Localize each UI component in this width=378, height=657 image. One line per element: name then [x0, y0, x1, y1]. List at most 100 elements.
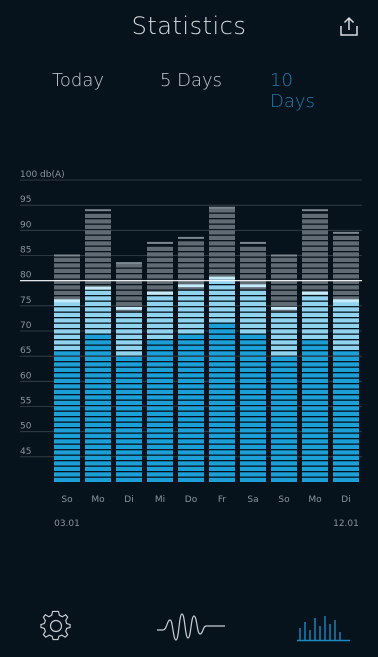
bar-segment — [271, 323, 297, 328]
bar-segment — [240, 373, 266, 378]
bar-segment — [85, 334, 111, 339]
x-tick-label: Mi — [155, 495, 165, 505]
bar-peak-cap — [302, 209, 328, 212]
bar-segment — [178, 406, 204, 411]
bar-segment — [209, 351, 235, 356]
bar-segment — [85, 241, 111, 246]
bar-segment — [240, 400, 266, 405]
bar-segment — [178, 318, 204, 323]
bar-segment — [116, 279, 142, 284]
bar-segment — [147, 439, 173, 444]
bar-segment — [178, 428, 204, 433]
bar-segment — [302, 444, 328, 449]
bar-segment — [85, 373, 111, 378]
bar-segment — [240, 428, 266, 433]
bar-segment — [271, 340, 297, 345]
bar-segment — [333, 274, 359, 279]
x-tick-label: So — [278, 495, 290, 505]
bar-segment — [240, 296, 266, 301]
bar-segment — [116, 433, 142, 438]
bar-average-cap — [85, 286, 111, 290]
bar-segment — [333, 367, 359, 372]
bar-segment — [209, 411, 235, 416]
bar-segment — [147, 345, 173, 350]
bar-segment — [333, 466, 359, 471]
bar-segment — [271, 466, 297, 471]
bar-segment — [178, 257, 204, 262]
bar-segment — [116, 334, 142, 339]
bar-segment — [116, 340, 142, 345]
bar-segment — [147, 362, 173, 367]
bar-segment — [333, 362, 359, 367]
bar-segment — [178, 334, 204, 339]
bar-segment — [147, 384, 173, 389]
bar-segment — [271, 406, 297, 411]
bar-segment — [333, 455, 359, 460]
bar-segment — [240, 356, 266, 361]
bar-segment — [302, 274, 328, 279]
bar-segment — [147, 263, 173, 268]
bar-segment — [240, 263, 266, 268]
bar — [147, 241, 173, 482]
bar-segment — [209, 466, 235, 471]
bar-segment — [147, 274, 173, 279]
bar-segment — [147, 472, 173, 477]
y-tick-label: 50 — [20, 422, 32, 432]
tab-today[interactable]: Today — [51, 70, 105, 91]
bar-segment — [209, 444, 235, 449]
bar-segment — [240, 444, 266, 449]
bar-segment — [240, 477, 266, 482]
bar-segment — [302, 340, 328, 345]
bar-segment — [302, 411, 328, 416]
bar-segment — [271, 395, 297, 400]
bar-segment — [302, 356, 328, 361]
bar-segment — [333, 318, 359, 323]
x-tick-label: So — [61, 495, 73, 505]
statistics-bars-icon[interactable] — [296, 610, 352, 642]
y-tick-label: 85 — [20, 246, 31, 256]
bar-segment — [209, 400, 235, 405]
bar-segment — [178, 290, 204, 295]
bar-segment — [240, 345, 266, 350]
waveform-icon[interactable] — [157, 610, 227, 642]
bar-segment — [240, 334, 266, 339]
bar-segment — [54, 367, 80, 372]
bar-segment — [271, 389, 297, 394]
bar-segment — [209, 406, 235, 411]
share-icon[interactable] — [338, 16, 360, 38]
bar-segment — [240, 290, 266, 295]
settings-gear-icon[interactable] — [40, 610, 72, 642]
bar-segment — [333, 340, 359, 345]
bar-segment — [333, 356, 359, 361]
bar-segment — [54, 334, 80, 339]
bar-segment — [147, 417, 173, 422]
bar-segment — [333, 439, 359, 444]
bar-segment — [116, 296, 142, 301]
bar-segment — [85, 340, 111, 345]
y-tick-label: 100 db(A) — [20, 170, 65, 180]
bar — [54, 254, 80, 482]
x-tick-label: Sa — [247, 495, 258, 505]
bar-segment — [178, 307, 204, 312]
bar-segment — [54, 422, 80, 427]
bar-segment — [302, 329, 328, 334]
bar-segment — [116, 312, 142, 317]
bar-segment — [240, 307, 266, 312]
bar-segment — [333, 450, 359, 455]
bar-segment — [271, 274, 297, 279]
bar-segment — [302, 279, 328, 284]
tab-5-days[interactable]: 5 Days — [159, 70, 223, 91]
y-tick-label: 65 — [20, 346, 31, 356]
bar-segment — [302, 318, 328, 323]
bar-segment — [178, 439, 204, 444]
bar-segment — [85, 219, 111, 224]
bar-average-cap — [302, 291, 328, 295]
bar-segment — [178, 389, 204, 394]
bar-segment — [240, 367, 266, 372]
bar-segment — [209, 219, 235, 224]
bar-segment — [85, 230, 111, 235]
tab-10-days[interactable]: 10 Days — [270, 70, 315, 112]
bar-segment — [271, 373, 297, 378]
bar-segment — [240, 422, 266, 427]
bar-segment — [116, 422, 142, 427]
